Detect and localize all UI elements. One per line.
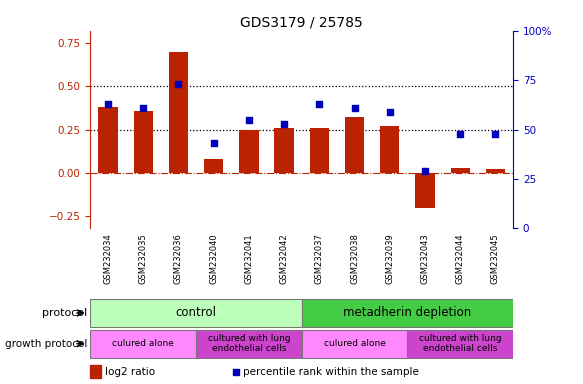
Bar (275, 128, 294, 173)
Bar (302, 299, 513, 327)
Bar (204, 159, 223, 173)
Bar (134, 111, 153, 173)
Bar (380, 126, 399, 173)
Text: GSM232043: GSM232043 (420, 233, 430, 284)
Text: protocol: protocol (42, 308, 87, 318)
Point (174, 81, 183, 87)
Point (385, 109, 395, 115)
Text: GSM232045: GSM232045 (491, 233, 500, 284)
Text: cultured with lung
endothelial cells: cultured with lung endothelial cells (419, 334, 501, 353)
Text: GSM232040: GSM232040 (209, 233, 218, 284)
Text: GSM232034: GSM232034 (103, 233, 113, 284)
Text: culured alone: culured alone (113, 339, 174, 348)
Point (420, 168, 430, 174)
Bar (345, 118, 364, 173)
Bar (486, 169, 505, 173)
Point (209, 141, 218, 147)
Text: GSM232044: GSM232044 (456, 233, 465, 284)
Point (279, 121, 289, 127)
Text: GSM232035: GSM232035 (139, 233, 147, 284)
Text: GSM232039: GSM232039 (385, 233, 394, 284)
Point (350, 105, 359, 111)
Point (139, 105, 148, 111)
Text: GSM232042: GSM232042 (280, 233, 289, 284)
Text: log2 ratio: log2 ratio (105, 366, 155, 377)
Bar (90, 365, 101, 378)
Text: metadherin depletion: metadherin depletion (343, 306, 472, 319)
Point (491, 131, 500, 137)
Point (315, 101, 324, 107)
Text: GSM232037: GSM232037 (315, 233, 324, 284)
Point (244, 117, 254, 123)
Text: culured alone: culured alone (324, 339, 385, 348)
Text: GSM232036: GSM232036 (174, 233, 183, 284)
Bar (408, 330, 513, 358)
Text: GSM232038: GSM232038 (350, 233, 359, 284)
Bar (310, 128, 329, 173)
Bar (168, 51, 188, 173)
Bar (239, 129, 258, 173)
Title: GDS3179 / 25785: GDS3179 / 25785 (240, 16, 363, 30)
Text: cultured with lung
endothelial cells: cultured with lung endothelial cells (208, 334, 290, 353)
Text: GSM232041: GSM232041 (244, 233, 254, 284)
Bar (90, 330, 196, 358)
Text: control: control (175, 306, 216, 319)
Text: growth protocol: growth protocol (5, 339, 87, 349)
Bar (451, 168, 470, 173)
Point (455, 131, 465, 137)
Bar (415, 173, 435, 208)
Bar (90, 299, 302, 327)
Text: percentile rank within the sample: percentile rank within the sample (243, 366, 419, 377)
Bar (99, 107, 118, 173)
Bar (302, 330, 408, 358)
Bar (196, 330, 302, 358)
Point (103, 101, 113, 107)
